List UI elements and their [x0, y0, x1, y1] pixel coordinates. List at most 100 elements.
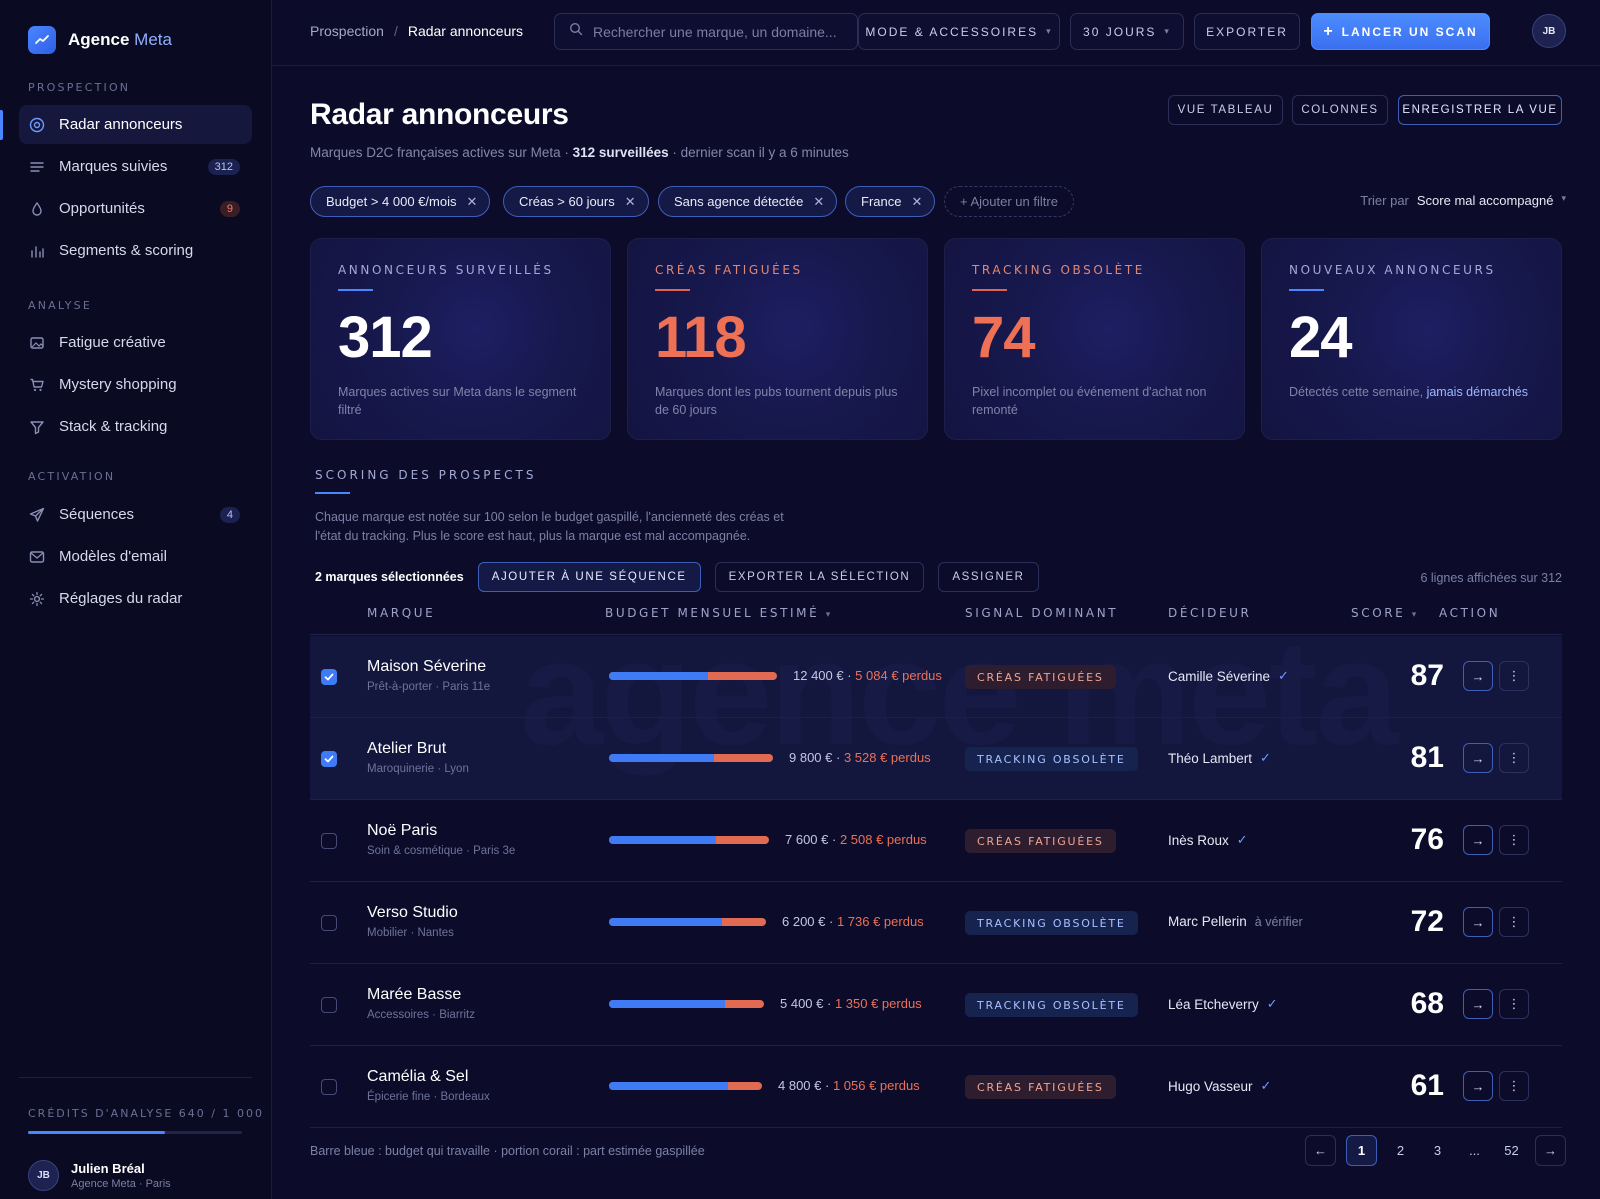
sidebar-item-radar[interactable]: Radar annonceurs	[19, 105, 252, 144]
kpi-description: Marques actives sur Meta dans le segment…	[338, 385, 577, 417]
more-vertical-icon: ⋮	[1507, 1078, 1521, 1093]
brand-cell[interactable]: Marée Basse Accessoires · Biarritz	[367, 986, 475, 1021]
sidebar-item-stack[interactable]: Stack & tracking	[19, 407, 252, 446]
save-view-button[interactable]: ENREGISTRER LA VUE	[1398, 95, 1562, 125]
columns-button[interactable]: COLONNES	[1292, 95, 1388, 125]
user-profile[interactable]: JB Julien Bréal Agence Meta · Paris	[28, 1160, 171, 1191]
next-page-button[interactable]: →	[1535, 1135, 1566, 1166]
verified-check-icon: ✓	[1236, 832, 1248, 847]
page-button[interactable]: 52	[1504, 1143, 1519, 1158]
filter-label: France	[861, 194, 902, 209]
breadcrumb-item[interactable]: Prospection	[310, 23, 384, 39]
kpi-rule	[1289, 289, 1324, 291]
row-checkbox[interactable]	[321, 751, 337, 767]
brand[interactable]: Agence Meta	[28, 26, 172, 54]
budget-text: 4 800 € · 1 056 € perdus	[778, 1078, 920, 1093]
budget-bar	[609, 836, 769, 844]
export-selection-button[interactable]: EXPORTER LA SÉLECTION	[714, 562, 925, 592]
bar-legend: Barre bleue : budget qui travaille · por…	[310, 1144, 705, 1158]
filter-chip[interactable]: Créas > 60 jours ✕	[503, 186, 649, 217]
brand-name: Camélia & Sel	[367, 1068, 469, 1085]
row-checkbox[interactable]	[321, 997, 337, 1013]
budget-value: 7 600 €	[785, 832, 829, 847]
table-row[interactable]: Camélia & Sel Épicerie fine · Bordeaux 4 8…	[310, 1046, 1562, 1128]
close-icon[interactable]: ✕	[911, 193, 923, 209]
sidebar-item-modeles[interactable]: Modèles d'email	[19, 537, 252, 576]
column-header-signal[interactable]: SIGNAL DOMINANT	[965, 606, 1119, 620]
table-row[interactable]: Marée Basse Accessoires · Biarritz 5 400 €…	[310, 964, 1562, 1046]
sidebar-item-label: Radar annonceurs	[59, 116, 183, 133]
column-header-score[interactable]: SCORE ▾	[1351, 606, 1419, 620]
more-button[interactable]: ⋮	[1499, 743, 1529, 773]
assign-button[interactable]: ASSIGNER	[938, 562, 1039, 592]
page-button[interactable]: 1	[1346, 1135, 1377, 1166]
row-checkbox[interactable]	[321, 833, 337, 849]
table-view-button[interactable]: VUE TABLEAU	[1168, 95, 1283, 125]
sort-control[interactable]: Trier par Score mal accompagné ▾	[1360, 193, 1566, 208]
budget-lost: 1 736 € perdus	[836, 914, 924, 929]
table-row[interactable]: Noë Paris Soin & cosmétique · Paris 3e 7 6…	[310, 800, 1562, 882]
open-row-button[interactable]: →	[1463, 661, 1493, 691]
more-button[interactable]: ⋮	[1499, 989, 1529, 1019]
close-icon[interactable]: ✕	[624, 193, 636, 209]
table-row[interactable]: Maison Séverine Prêt-à-porter · Paris 11e…	[310, 636, 1562, 718]
filter-chip[interactable]: France ✕	[845, 186, 936, 217]
column-header-brand[interactable]: MARQUE	[367, 606, 436, 620]
more-button[interactable]: ⋮	[1499, 661, 1529, 691]
sidebar-item-reglages[interactable]: Réglages du radar	[19, 579, 252, 618]
subtitle-scan-time: · dernier scan il y a 6 minutes	[668, 145, 849, 160]
table-row[interactable]: Atelier Brut Maroquinerie · Lyon 9 800 € ·…	[310, 718, 1562, 800]
sidebar-item-mystery[interactable]: Mystery shopping	[19, 365, 252, 404]
signal-badge: CRÉAS FATIGUÉES	[965, 1075, 1116, 1099]
filter-chip[interactable]: Sans agence détectée ✕	[658, 186, 838, 217]
open-row-button[interactable]: →	[1463, 907, 1493, 937]
budget-bar	[609, 754, 773, 762]
more-button[interactable]: ⋮	[1499, 1071, 1529, 1101]
brand-cell[interactable]: Noë Paris Soin & cosmétique · Paris 3e	[367, 822, 515, 857]
row-checkbox[interactable]	[321, 1079, 337, 1095]
page-button[interactable]: 2	[1396, 1143, 1405, 1158]
kpi-highlight[interactable]: jamais démarchés	[1426, 385, 1529, 399]
sidebar-item-segments[interactable]: Segments & scoring	[19, 231, 252, 270]
check-icon	[324, 755, 334, 763]
close-icon[interactable]: ✕	[813, 193, 825, 209]
row-checkbox[interactable]	[321, 669, 337, 685]
sidebar-item-sequences[interactable]: Séquences 4	[19, 495, 252, 534]
brand-cell[interactable]: Camélia & Sel Épicerie fine · Bordeaux	[367, 1068, 490, 1103]
open-row-button[interactable]: →	[1463, 825, 1493, 855]
section-rule	[315, 492, 350, 494]
more-button[interactable]: ⋮	[1499, 825, 1529, 855]
prev-page-button[interactable]: ←	[1305, 1135, 1336, 1166]
brand-cell[interactable]: Atelier Brut Maroquinerie · Lyon	[367, 740, 469, 775]
column-header-decider[interactable]: DÉCIDEUR	[1168, 606, 1252, 620]
brand-cell[interactable]: Verso Studio Mobilier · Nantes	[367, 904, 458, 939]
kpi-value: 118	[655, 305, 747, 370]
export-button[interactable]: EXPORTER	[1194, 13, 1300, 50]
search-input[interactable]	[593, 23, 843, 40]
table-row[interactable]: Verso Studio Mobilier · Nantes 6 200 € · 1…	[310, 882, 1562, 964]
scan-button[interactable]: + LANCER UN SCAN	[1311, 13, 1490, 50]
add-to-sequence-button[interactable]: AJOUTER À UNE SÉQUENCE	[477, 562, 701, 592]
sidebar-item-label: Fatigue créative	[59, 334, 166, 351]
row-checkbox[interactable]	[321, 915, 337, 931]
open-row-button[interactable]: →	[1463, 989, 1493, 1019]
avatar[interactable]: JB	[1532, 14, 1566, 48]
kpi-label: CRÉAS FATIGUÉES	[655, 263, 803, 277]
close-icon[interactable]: ✕	[466, 193, 478, 209]
verified-check-icon: ✓	[1278, 668, 1289, 683]
open-row-button[interactable]: →	[1463, 1071, 1493, 1101]
brand-cell[interactable]: Maison Séverine Prêt-à-porter · Paris 11e	[367, 658, 490, 693]
more-button[interactable]: ⋮	[1499, 907, 1529, 937]
column-header-budget[interactable]: BUDGET MENSUEL ESTIMÉ ▾	[605, 606, 833, 620]
category-dropdown[interactable]: MODE & ACCESSOIRES ▾	[858, 13, 1060, 50]
period-dropdown[interactable]: 30 JOURS ▾	[1070, 13, 1184, 50]
open-row-button[interactable]: →	[1463, 743, 1493, 773]
filter-chip[interactable]: Budget > 4 000 €/mois ✕	[310, 186, 491, 217]
add-filter-button[interactable]: + Ajouter un filtre	[944, 186, 1074, 217]
page-button[interactable]: 3	[1433, 1143, 1442, 1158]
sidebar-item-opportunites[interactable]: Opportunités 9	[19, 189, 252, 228]
kpi-card-surveilles: ANNONCEURS SURVEILLÉS 312 Marques active…	[310, 238, 611, 440]
sidebar-item-marques[interactable]: Marques suivies 312	[19, 147, 252, 186]
search-box[interactable]	[554, 13, 858, 50]
sidebar-item-fatigue[interactable]: Fatigue créative	[19, 323, 252, 362]
